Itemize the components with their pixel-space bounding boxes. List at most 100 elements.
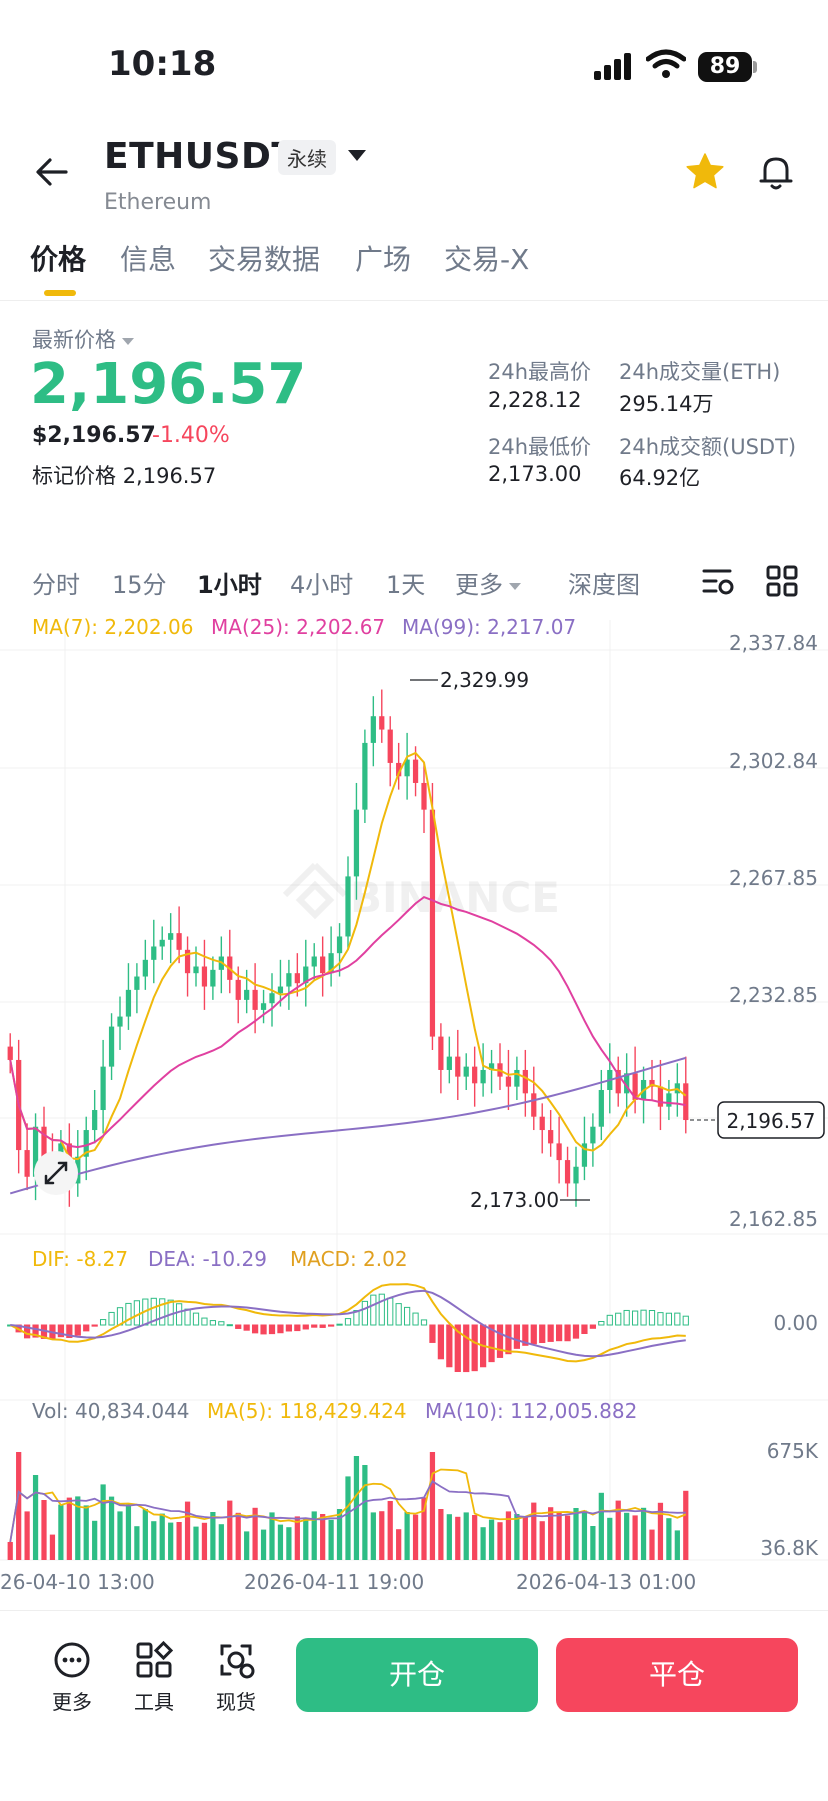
divider bbox=[0, 300, 828, 301]
grid-layout-icon[interactable] bbox=[764, 563, 800, 599]
volume-eth-value: 295.14万 bbox=[619, 392, 714, 416]
candle-body bbox=[176, 933, 182, 950]
dif-line bbox=[9, 1283, 686, 1363]
spot-icon[interactable] bbox=[216, 1640, 256, 1680]
macd-bar bbox=[285, 1324, 293, 1332]
candle-body bbox=[379, 716, 385, 730]
candle-body bbox=[311, 956, 317, 967]
volume-bar bbox=[7, 1542, 13, 1560]
volume-bar bbox=[666, 1518, 672, 1560]
macd-bar bbox=[615, 1312, 622, 1326]
candle bbox=[345, 856, 351, 950]
close-position-button[interactable]: 平仓 bbox=[556, 1638, 798, 1712]
low-marker: 2,173.00 bbox=[470, 1188, 559, 1212]
macd-bar bbox=[420, 1319, 428, 1326]
volume-bar bbox=[201, 1522, 208, 1560]
volume-bar bbox=[640, 1507, 647, 1560]
candle-body bbox=[666, 1093, 672, 1107]
bell-icon[interactable] bbox=[754, 150, 798, 194]
volume-bar bbox=[615, 1500, 621, 1560]
tab-trading-data[interactable]: 交易数据 bbox=[208, 243, 321, 276]
interval-1h[interactable]: 1小时 bbox=[197, 571, 262, 599]
tab-price[interactable]: 价格 bbox=[30, 243, 87, 276]
candle-body bbox=[269, 993, 275, 1004]
active-tab-indicator bbox=[44, 290, 76, 296]
last-price-label[interactable]: 最新价格 bbox=[32, 324, 134, 354]
candle bbox=[201, 939, 208, 1010]
vol-legend: Vol: 40,834.044 bbox=[32, 1399, 190, 1423]
symbol-dropdown-icon[interactable] bbox=[348, 150, 366, 161]
macd-bar bbox=[463, 1324, 470, 1373]
candle bbox=[24, 1123, 30, 1191]
volume-bar bbox=[624, 1512, 630, 1560]
y-tick: 2,337.84 bbox=[729, 631, 818, 655]
interval-time[interactable]: 分时 bbox=[32, 571, 80, 599]
candle-body bbox=[353, 809, 360, 877]
candle bbox=[134, 963, 140, 1014]
interval-more[interactable]: 更多 bbox=[455, 565, 521, 600]
interval-4h[interactable]: 4小时 bbox=[290, 571, 354, 599]
more-icon[interactable] bbox=[52, 1640, 92, 1680]
chart-grid bbox=[0, 620, 828, 1561]
volume-bar bbox=[227, 1500, 233, 1560]
candle bbox=[320, 936, 326, 997]
volume-bar bbox=[497, 1522, 503, 1560]
candle-body bbox=[522, 1069, 528, 1094]
volume-bar bbox=[607, 1517, 613, 1560]
depth-chart-tab[interactable]: 深度图 bbox=[568, 571, 640, 599]
macd-bar bbox=[83, 1324, 90, 1332]
macd-bar bbox=[454, 1324, 461, 1372]
tools-icon[interactable] bbox=[134, 1640, 174, 1680]
expand-icon[interactable] bbox=[34, 1151, 78, 1195]
volume-bar bbox=[548, 1507, 554, 1560]
macd-bar bbox=[446, 1324, 453, 1368]
volume-bar bbox=[168, 1522, 174, 1560]
candle bbox=[353, 782, 360, 900]
candle-body bbox=[294, 973, 300, 984]
volume-bar bbox=[100, 1484, 106, 1560]
more-label[interactable]: 更多 bbox=[52, 1690, 92, 1714]
ma7-line bbox=[9, 751, 687, 1161]
tab-trade-x[interactable]: 交易-X bbox=[444, 243, 530, 276]
volume-bar bbox=[125, 1504, 132, 1560]
candle-body bbox=[455, 1056, 461, 1077]
macd-bar bbox=[606, 1314, 613, 1326]
favorite-star-icon[interactable] bbox=[683, 150, 727, 194]
macd-bar bbox=[395, 1303, 402, 1326]
macd-bar bbox=[437, 1324, 445, 1360]
interval-1d[interactable]: 1天 bbox=[386, 571, 426, 599]
macd-bar bbox=[226, 1324, 233, 1327]
open-position-button[interactable]: 开仓 bbox=[296, 1638, 538, 1712]
chart-settings-icon[interactable] bbox=[700, 563, 736, 599]
volume-bar bbox=[83, 1505, 89, 1560]
ma25-line bbox=[9, 895, 686, 1149]
volume-bar bbox=[564, 1515, 571, 1560]
volume-bar bbox=[41, 1500, 47, 1560]
kline-chart[interactable]: BINANCE MA(7): 2,202.06 MA(25): 2,202.67… bbox=[0, 610, 828, 1570]
candle bbox=[480, 1043, 486, 1097]
candle-body bbox=[421, 782, 427, 810]
macd-bar bbox=[370, 1294, 377, 1326]
volume-bar bbox=[32, 1475, 39, 1560]
candle-body bbox=[125, 989, 132, 1017]
battery-indicator: 89 bbox=[698, 52, 752, 82]
macd-bar bbox=[581, 1324, 588, 1334]
candle-body bbox=[649, 1079, 655, 1087]
candle-body bbox=[83, 1130, 89, 1157]
candle-body bbox=[32, 1126, 39, 1177]
candle bbox=[657, 1059, 664, 1131]
macd-bar bbox=[218, 1321, 225, 1326]
tab-square[interactable]: 广场 bbox=[355, 243, 412, 276]
usd-price: $2,196.57 bbox=[32, 423, 156, 448]
volume-bar bbox=[657, 1502, 664, 1560]
back-arrow-icon[interactable] bbox=[30, 150, 74, 194]
macd-bar bbox=[353, 1310, 360, 1326]
interval-15m[interactable]: 15分 bbox=[112, 571, 167, 599]
spot-label[interactable]: 现货 bbox=[216, 1690, 256, 1714]
tab-info[interactable]: 信息 bbox=[120, 243, 177, 276]
candle bbox=[277, 959, 284, 1007]
tools-label[interactable]: 工具 bbox=[134, 1690, 174, 1714]
symbol-title[interactable]: ETHUSDT bbox=[104, 136, 297, 177]
candle bbox=[666, 1079, 672, 1121]
candle-body bbox=[345, 876, 351, 937]
